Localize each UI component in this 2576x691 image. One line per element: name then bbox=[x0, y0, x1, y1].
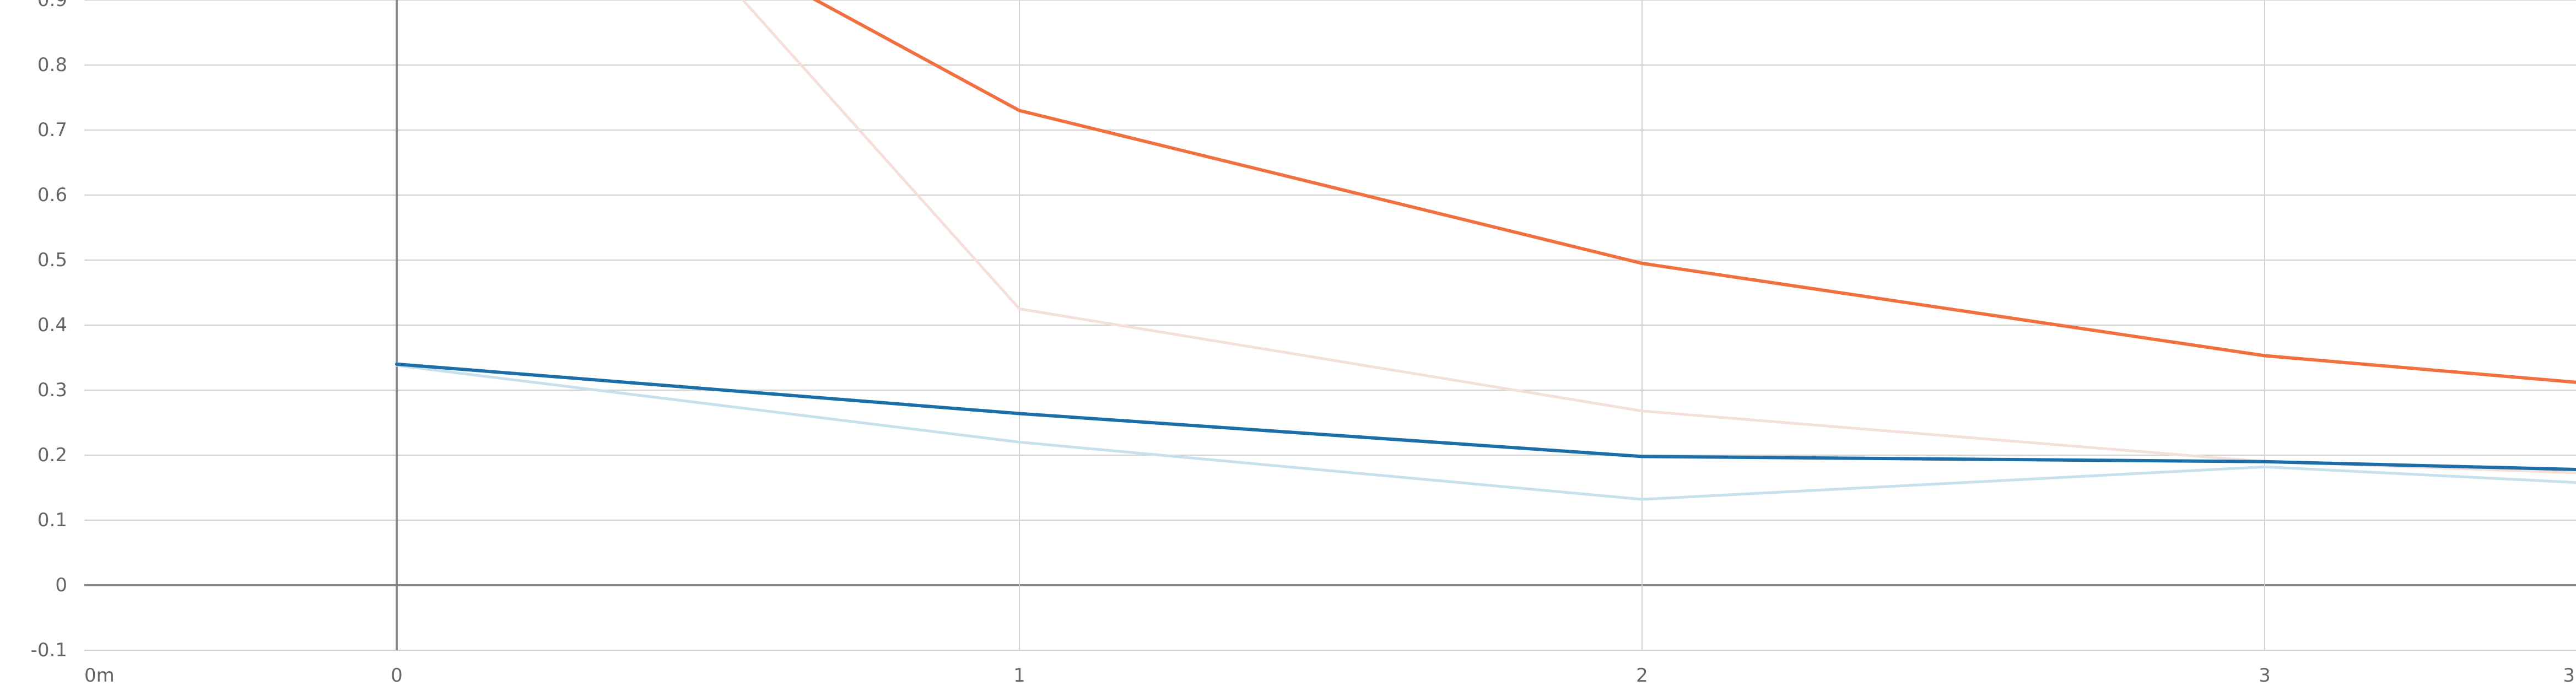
x-tick-label: 3 bbox=[2259, 665, 2271, 687]
y-tick-label: 0.7 bbox=[37, 119, 67, 141]
x-tick-label: 0m bbox=[84, 665, 115, 687]
series-line-4 bbox=[395, 362, 2576, 471]
y-tick-label: 0 bbox=[55, 574, 67, 596]
series-layer bbox=[395, 0, 2576, 501]
y-tick-label: 0.4 bbox=[37, 314, 67, 336]
series-line-2 bbox=[812, 0, 2576, 384]
y-tick-label: 0.8 bbox=[37, 54, 67, 76]
axis-layer bbox=[84, 0, 2576, 651]
x-tick-label: 2 bbox=[1636, 665, 1648, 687]
y-tick-label: 0.3 bbox=[37, 379, 67, 401]
y-tick-label: 0.2 bbox=[37, 444, 67, 466]
y-tick-label: 0.6 bbox=[37, 184, 67, 206]
x-tick-label: 0 bbox=[391, 665, 403, 687]
label-layer: -0.1 0 0.1 0.2 0.3 0.4 0.5 0.6 0.7 0.8 0.9 0m 0 1 2 3 3 bbox=[31, 0, 2575, 687]
x-tick-label: 3 bbox=[2563, 665, 2575, 687]
y-tick-label: 0.9 bbox=[37, 0, 67, 11]
series-line-3 bbox=[395, 364, 2576, 501]
y-tick-label: 0.5 bbox=[37, 249, 67, 271]
grid-layer bbox=[84, 0, 2576, 650]
y-tick-label: 0.1 bbox=[37, 509, 67, 531]
y-tick-label: -0.1 bbox=[31, 639, 67, 661]
x-tick-label: 1 bbox=[1013, 665, 1025, 687]
